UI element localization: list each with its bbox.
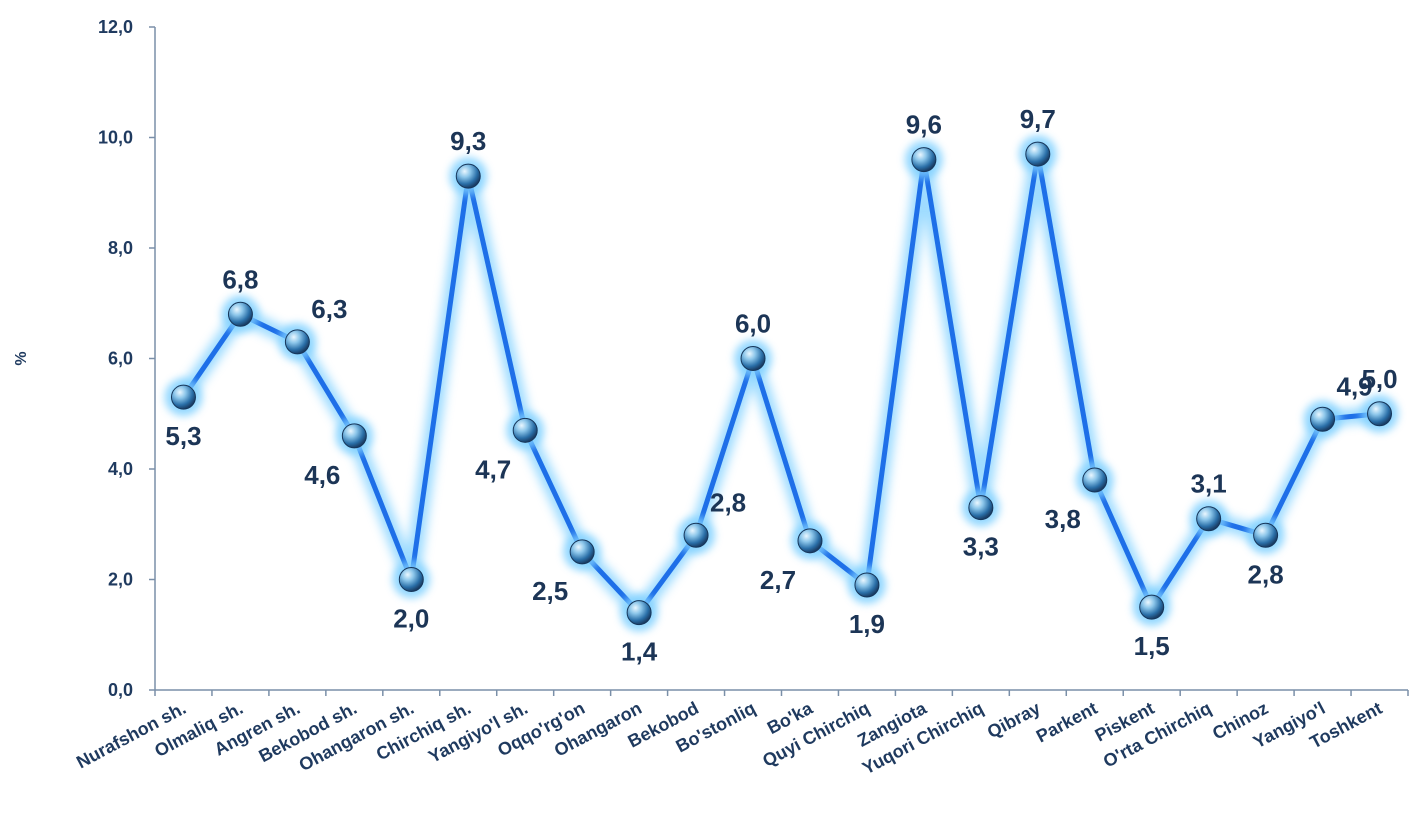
data-label: 1,9 xyxy=(849,609,885,639)
data-point xyxy=(1367,401,1393,427)
data-point xyxy=(569,539,595,565)
data-label: 2,5 xyxy=(532,576,568,606)
data-point xyxy=(227,301,253,327)
data-point xyxy=(740,346,766,371)
series-markers xyxy=(164,135,1399,632)
data-label: 3,1 xyxy=(1191,469,1227,499)
data-point xyxy=(911,147,937,173)
data-label: 3,8 xyxy=(1045,504,1081,534)
data-label: 2,7 xyxy=(760,565,796,595)
data-label: 4,6 xyxy=(304,460,340,490)
x-tick-label: Parkent xyxy=(1033,698,1101,747)
data-point xyxy=(1139,594,1165,620)
data-label: 2,0 xyxy=(393,604,429,634)
series-line-glow xyxy=(175,146,1388,621)
data-point xyxy=(1310,406,1336,432)
data-point xyxy=(854,572,880,598)
series-line xyxy=(175,146,1388,621)
y-tick-label: 4,0 xyxy=(108,459,133,479)
y-tick-label: 8,0 xyxy=(108,238,133,258)
data-point xyxy=(1025,141,1051,167)
data-label: 5,3 xyxy=(165,421,201,451)
data-label: 3,3 xyxy=(963,532,999,562)
x-tick-label: Qibray xyxy=(984,698,1044,742)
data-label: 5,0 xyxy=(1361,364,1397,394)
y-tick-label: 12,0 xyxy=(98,17,133,37)
data-point xyxy=(626,600,652,626)
data-point xyxy=(284,329,310,355)
data-point xyxy=(398,567,424,592)
data-point xyxy=(1082,467,1108,493)
y-tick-label: 6,0 xyxy=(108,349,133,369)
data-point xyxy=(455,163,481,189)
series-line-path xyxy=(181,151,1382,616)
data-label: 9,3 xyxy=(450,126,486,156)
x-axis-labels: Nurafshon sh.Olmaliq sh.Angren sh.Bekobo… xyxy=(73,697,1385,778)
y-tick-label: 10,0 xyxy=(98,128,133,148)
data-point xyxy=(170,384,196,410)
y-axis-ticks: 0,0 2,0 4,0 6,0 8,0 10,0 12,0 xyxy=(98,17,155,700)
data-labels: 5,3 6,8 6,3 4,6 2,0 9,3 4,7 2,5 1,4 2,8 6,0 2,7 1,9 9… xyxy=(165,104,1397,667)
data-label: 6,8 xyxy=(222,264,258,294)
data-point xyxy=(1253,522,1279,548)
y-tick-label: 0,0 xyxy=(108,680,133,700)
data-label: 9,7 xyxy=(1020,104,1056,134)
data-label: 4,7 xyxy=(475,454,511,484)
data-point xyxy=(1196,506,1222,532)
data-label: 6,3 xyxy=(311,294,347,324)
data-label: 2,8 xyxy=(710,487,746,517)
data-label: 1,4 xyxy=(621,637,658,667)
data-point xyxy=(341,423,367,449)
data-label: 4,9 xyxy=(1336,371,1372,401)
data-label: 6,0 xyxy=(735,309,771,339)
y-tick-label: 2,0 xyxy=(108,570,133,590)
axes xyxy=(154,27,1409,696)
data-point xyxy=(512,417,538,443)
data-label: 2,8 xyxy=(1248,559,1284,589)
data-label: 9,6 xyxy=(906,110,942,140)
data-point xyxy=(797,528,823,554)
data-label: 1,5 xyxy=(1134,631,1170,661)
y-axis-title: % xyxy=(13,351,30,365)
data-point xyxy=(683,522,709,548)
data-point xyxy=(968,495,994,521)
